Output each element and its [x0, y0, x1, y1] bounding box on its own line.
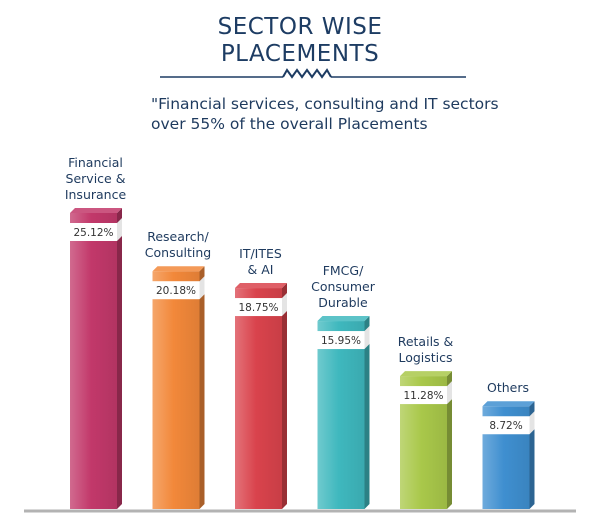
category-label-3-0: FMCG/: [323, 263, 364, 278]
chart-title-line2: PLACEMENTS: [220, 41, 380, 67]
bar-top-3: [317, 316, 370, 322]
category-label-2-0: IT/ITES: [239, 246, 282, 261]
category-label-1-0: Research/: [147, 229, 209, 244]
value-band-5: [482, 416, 530, 435]
value-band-2: [235, 298, 282, 317]
bar-0: [70, 213, 117, 509]
chart-title-line1: SECTOR WISE: [217, 14, 383, 40]
value-band-side-4: [447, 381, 452, 405]
value-band-0: [70, 223, 117, 241]
bar-side-0: [117, 208, 122, 509]
value-label-4: 11.28%: [403, 390, 443, 402]
value-label-5: 8.72%: [489, 420, 522, 432]
category-label-0-0: Financial: [68, 155, 123, 170]
value-band-side-3: [364, 326, 370, 350]
category-label-1-1: Consulting: [145, 245, 211, 260]
value-label-2: 18.75%: [238, 302, 278, 314]
value-band-side-5: [529, 411, 535, 435]
bar-2: [235, 288, 282, 509]
bar-side-3: [364, 316, 370, 509]
category-label-2-1: & AI: [248, 262, 274, 277]
bar-side-2: [282, 283, 287, 509]
value-label-0: 25.12%: [73, 227, 113, 239]
subtitle-line1: "Financial services, consulting and IT s…: [151, 95, 499, 113]
bar-top-1: [152, 266, 205, 272]
category-label-3-1: Consumer: [311, 279, 376, 294]
subtitle-line2: over 55% of the overall Placements: [151, 115, 428, 133]
category-label-4-1: Logistics: [398, 350, 452, 365]
bar-1: [152, 271, 200, 509]
category-label-3-2: Durable: [318, 295, 368, 310]
category-label-0-1: Service &: [66, 171, 126, 186]
category-label-0-2: Insurance: [65, 187, 127, 202]
bar-3: [317, 321, 365, 509]
value-band-side-0: [117, 218, 122, 241]
value-band-3: [317, 331, 365, 350]
bar-top-5: [482, 401, 535, 407]
value-band-1: [152, 281, 200, 300]
bar-top-4: [400, 371, 452, 377]
bar-top-2: [235, 283, 287, 289]
value-label-1: 20.18%: [156, 285, 196, 297]
value-band-side-1: [199, 276, 205, 300]
value-label-3: 15.95%: [321, 335, 361, 347]
bar-side-1: [199, 266, 205, 509]
category-label-4-0: Retails &: [398, 334, 454, 349]
bar-top-0: [70, 208, 122, 213]
value-band-4: [400, 386, 447, 405]
bar-side-4: [447, 371, 452, 509]
category-label-5-0: Others: [487, 380, 529, 395]
value-band-side-2: [282, 293, 287, 317]
